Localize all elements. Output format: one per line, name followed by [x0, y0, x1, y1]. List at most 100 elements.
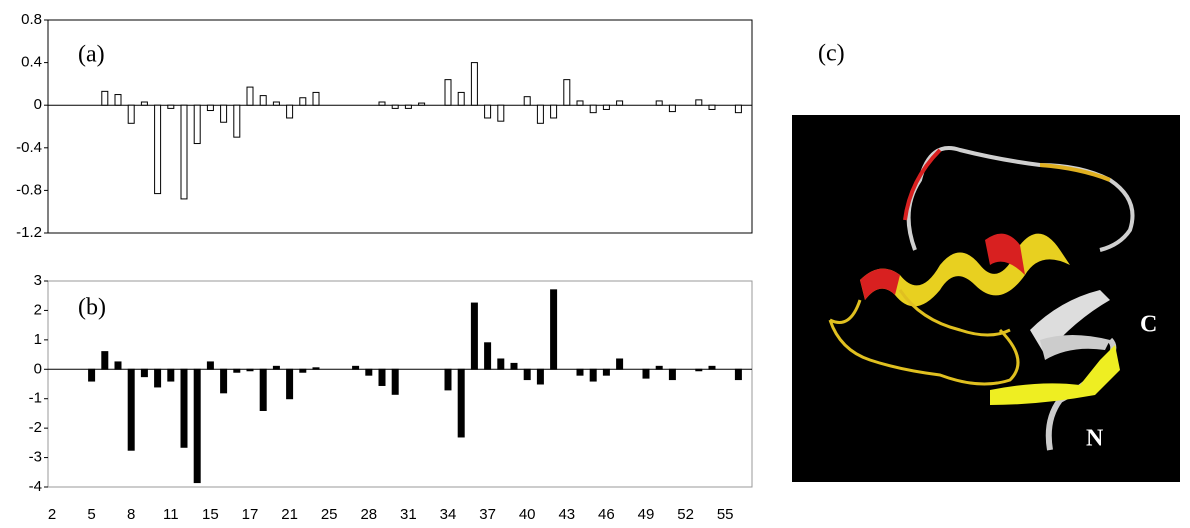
bar	[602, 368, 610, 376]
x-tick-label: 43	[558, 506, 575, 523]
y-tick-label: -3	[29, 449, 42, 466]
bar	[286, 368, 294, 400]
bar	[550, 289, 558, 370]
bar	[444, 79, 452, 106]
bar	[114, 94, 122, 106]
bar	[655, 365, 663, 370]
y-tick-label: 0.4	[21, 54, 42, 71]
bar	[576, 100, 584, 106]
y-tick-label: 0	[34, 96, 42, 113]
bar	[206, 104, 214, 112]
y-tick-label: 3	[34, 272, 42, 289]
panel-label: (a)	[78, 42, 105, 68]
bar	[299, 97, 307, 106]
bar	[140, 368, 148, 378]
plot-frame	[47, 19, 753, 234]
bar	[470, 62, 478, 106]
x-tick-label: 11	[163, 506, 179, 523]
bar	[206, 361, 214, 370]
loop	[903, 148, 942, 221]
loop	[1039, 163, 1111, 182]
bar	[470, 302, 478, 370]
x-tick-label: 5	[87, 506, 95, 523]
bar	[167, 368, 175, 382]
bar	[140, 101, 148, 106]
panel-label: (b)	[78, 295, 106, 321]
bar	[708, 365, 716, 370]
bar	[734, 104, 742, 114]
bar	[272, 101, 280, 106]
bar	[88, 368, 96, 382]
bar	[154, 368, 162, 388]
bar	[180, 104, 188, 200]
bar	[589, 104, 597, 114]
y-tick-label: -0.4	[16, 139, 42, 156]
y-tick-label: -1.2	[16, 224, 42, 241]
helix	[985, 233, 1025, 275]
bar	[589, 368, 597, 382]
x-tick-label: 37	[479, 506, 496, 523]
y-tick-label: -0.8	[16, 181, 42, 198]
x-tick-label: 17	[242, 506, 259, 523]
bar	[550, 104, 558, 119]
bar	[259, 368, 267, 411]
y-tick-label: -1	[29, 390, 42, 407]
bar	[352, 365, 360, 370]
bar	[127, 368, 135, 451]
bar	[457, 368, 465, 438]
bar	[510, 362, 518, 370]
y-tick-label: 0	[34, 360, 42, 377]
bar	[299, 368, 307, 373]
y-tick-label: 1	[34, 331, 42, 348]
bar	[365, 368, 373, 376]
bar	[180, 368, 188, 448]
loop	[906, 146, 1135, 252]
structure-background	[792, 115, 1180, 482]
y-tick-label: 0.8	[21, 11, 42, 28]
y-tick-label: -2	[29, 419, 42, 436]
terminus-label: N	[1086, 426, 1104, 452]
bar	[484, 342, 492, 370]
bar	[457, 91, 465, 106]
bar	[695, 368, 703, 372]
y-tick-label: 2	[34, 301, 42, 318]
plot-frame	[47, 280, 753, 488]
x-tick-label: 52	[677, 506, 694, 523]
panel-label: (c)	[818, 41, 845, 67]
x-tick-label: 8	[127, 506, 135, 523]
bar	[127, 104, 135, 124]
bar	[536, 104, 544, 124]
x-tick-label: 55	[717, 506, 734, 523]
bar	[193, 104, 201, 145]
x-tick-label: 49	[638, 506, 655, 523]
bar	[220, 104, 228, 123]
x-tick-label: 28	[360, 506, 377, 523]
bar	[563, 79, 571, 106]
bar	[444, 368, 452, 391]
bar	[312, 367, 320, 370]
bar	[642, 368, 650, 379]
y-tick-label: -4	[29, 478, 42, 495]
x-tick-label: 25	[321, 506, 338, 523]
bar	[576, 368, 584, 376]
bar	[220, 368, 228, 394]
strand	[1040, 335, 1110, 360]
x-tick-label: 2	[48, 506, 56, 523]
bar	[378, 101, 386, 106]
bar	[246, 86, 254, 106]
bar	[523, 96, 531, 106]
bar	[286, 104, 294, 119]
protein-structure: C N	[792, 115, 1180, 482]
bar	[312, 91, 320, 106]
helix	[860, 268, 900, 300]
loop	[828, 289, 1020, 386]
bar	[259, 95, 267, 106]
bar	[154, 104, 162, 195]
x-tick-label: 46	[598, 506, 615, 523]
bar	[246, 368, 254, 372]
bar	[418, 102, 426, 106]
bar	[523, 368, 531, 381]
bar	[734, 368, 742, 381]
bar	[668, 104, 676, 113]
